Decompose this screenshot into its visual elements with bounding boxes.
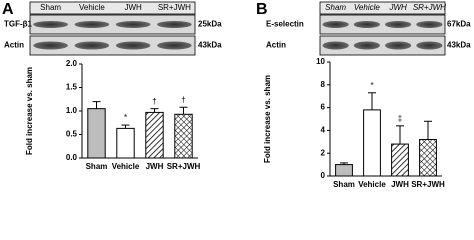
blot-band [353, 41, 380, 50]
significance-marker: † [181, 95, 185, 104]
blot-column-label: Vehicle [354, 3, 380, 12]
blot-band [115, 21, 151, 28]
bar [335, 164, 353, 177]
blot-band [157, 21, 192, 28]
bar [363, 109, 381, 177]
blot-band [385, 41, 412, 50]
y-axis-label: Fold increase vs. sham [25, 67, 34, 155]
blot-size: 25kDa [198, 20, 222, 29]
y-tick-label: 2 [321, 148, 326, 157]
blot-column-label: Vehicle [79, 3, 105, 12]
blot-column-label: JWH [124, 3, 142, 12]
blot-size: 43kDa [447, 41, 471, 50]
significance-marker: * [124, 113, 127, 122]
blot-band [33, 21, 68, 28]
y-tick-label: 6 [321, 103, 326, 112]
blot-column-label: JWH [388, 3, 407, 12]
panel-label: A [2, 1, 14, 18]
blot-strip [319, 14, 446, 35]
blot-band [322, 41, 349, 50]
x-tick-label: SR+JWH [411, 180, 445, 189]
significance-marker: * [370, 81, 373, 90]
bar [174, 113, 193, 159]
blot-row-label: Actin [266, 41, 286, 50]
blot-column-label: Sham [325, 3, 346, 12]
blot-band [74, 21, 110, 28]
x-tick-label: JWH [146, 162, 164, 171]
x-tick-label: Vehicle [358, 180, 386, 189]
blot-band [74, 41, 110, 50]
y-tick-label: 1.5 [66, 83, 78, 92]
blot-band [322, 21, 349, 28]
x-tick-label: Sham [333, 180, 355, 189]
y-tick-label: 8 [321, 80, 326, 89]
x-tick-label: Vehicle [112, 162, 140, 171]
bar [419, 139, 437, 177]
blot-band [157, 41, 192, 50]
blot-row-label: E-selectin [266, 20, 304, 29]
blot-band [416, 21, 443, 28]
bar [391, 143, 409, 177]
y-tick-label: 1.0 [66, 106, 78, 115]
blot-strip [319, 35, 446, 56]
blot-row-label: Actin [4, 41, 24, 50]
x-tick-label: Sham [86, 162, 108, 171]
panel-label: B [256, 1, 268, 18]
blot-column-label: SR+JWH [158, 3, 191, 12]
blot-band [416, 41, 443, 50]
blot-row-label: TGF-β1 [4, 20, 33, 29]
blot-header [319, 1, 446, 15]
y-axis-label: Fold increase vs. sham [263, 75, 272, 163]
blot-column-label: SR+JWH [413, 3, 446, 12]
y-tick-label: 0.5 [66, 130, 78, 139]
blot-band [115, 41, 151, 50]
significance-marker: † [152, 97, 156, 106]
blot-band [33, 41, 68, 50]
blot-band [385, 21, 412, 28]
blot-size: 43kDa [198, 41, 222, 50]
blot-strip [29, 35, 196, 56]
blot-column-label: Sham [40, 3, 61, 12]
bar [145, 111, 164, 159]
y-tick-label: 2.0 [66, 59, 78, 68]
y-tick-label: 0 [321, 171, 326, 180]
y-tick-label: 10 [316, 57, 325, 66]
y-tick-label: 0.0 [66, 153, 78, 162]
bar [116, 127, 135, 159]
x-tick-label: SR+JWH [167, 162, 201, 171]
x-tick-label: JWH [391, 180, 409, 189]
bar [87, 108, 106, 159]
blot-strip [29, 14, 196, 35]
significance-marker: ‡ [398, 114, 402, 123]
y-tick-label: 4 [321, 126, 326, 135]
blot-size: 67kDa [447, 20, 471, 29]
blot-header [29, 1, 196, 15]
blot-band [353, 21, 380, 28]
